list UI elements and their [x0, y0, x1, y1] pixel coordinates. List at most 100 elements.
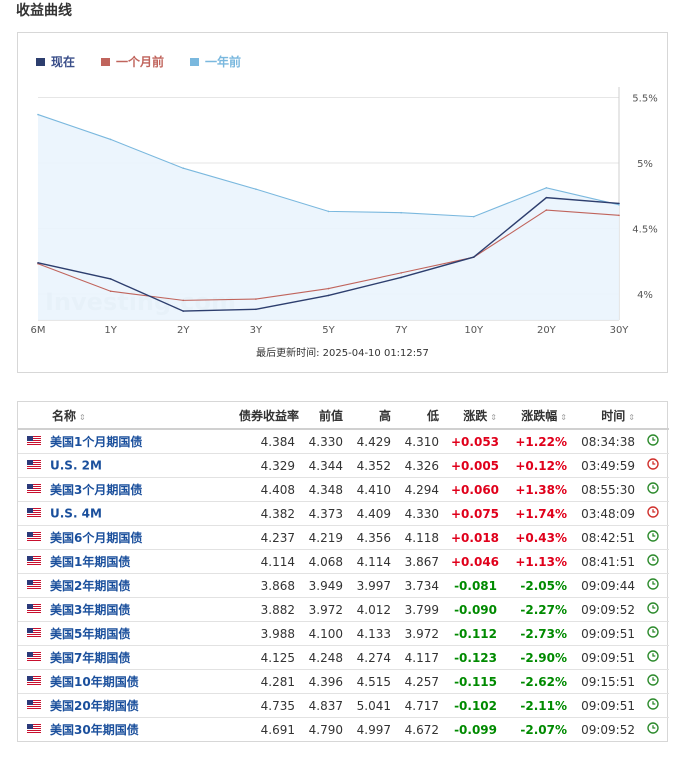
clock-green-icon — [641, 693, 669, 718]
high-value: 4.410 — [349, 477, 397, 502]
us-flag-icon — [27, 723, 41, 737]
low-value: 4.330 — [397, 501, 445, 526]
bond-name-cell: 美国1年期国债 — [18, 549, 233, 574]
column-header-label: 时间 — [601, 408, 626, 423]
column-header[interactable]: 涨跌幅 ⇕ — [503, 402, 573, 430]
table-row[interactable]: 美国3年期国债 3.882 3.972 4.012 3.799 -0.090 -2.27% 0… — [18, 597, 669, 622]
column-header[interactable]: 名称 ⇕ — [18, 402, 233, 430]
table-row[interactable]: 美国20年期国债 4.735 4.837 5.041 4.717 -0.102 -2.11%… — [18, 693, 669, 718]
yield-value: 4.382 — [233, 501, 301, 526]
data-point — [182, 299, 185, 302]
bond-name-link[interactable]: 美国5年期国债 — [50, 627, 131, 641]
bond-name-link[interactable]: U.S. 2M — [50, 458, 102, 473]
table-row[interactable]: 美国10年期国债 4.281 4.396 4.515 4.257 -0.115 -2.62%… — [18, 669, 669, 694]
change-percent: -2.27% — [503, 597, 573, 622]
column-header[interactable]: 高 — [349, 402, 397, 430]
y-tick-label: 5.5% — [632, 94, 657, 105]
change-percent: -2.05% — [503, 573, 573, 598]
table-row[interactable]: 美国1个月期国债 4.384 4.330 4.429 4.310 +0.053 +1.22%… — [18, 429, 669, 454]
column-header[interactable]: 低 — [397, 402, 445, 430]
data-point — [327, 287, 330, 290]
data-point — [255, 308, 257, 311]
us-flag-icon — [27, 651, 41, 665]
bond-name-link[interactable]: U.S. 4M — [50, 506, 102, 521]
change-value: -0.099 — [454, 722, 497, 737]
legend-item[interactable]: 一个月前 — [101, 53, 164, 70]
us-flag-icon — [27, 699, 41, 713]
bond-name-link[interactable]: 美国3年期国债 — [50, 603, 131, 617]
legend-item[interactable]: 一年前 — [190, 53, 241, 70]
us-flag-icon — [27, 555, 41, 569]
data-point — [472, 215, 475, 218]
change-value: -0.081 — [445, 573, 503, 598]
bond-name-link[interactable]: 美国2年期国债 — [50, 579, 131, 593]
column-header[interactable]: 前值 — [301, 402, 349, 430]
yield-value: 3.988 — [233, 621, 301, 646]
column-header[interactable]: 债券收益率 — [233, 402, 301, 430]
us-flag-icon — [27, 459, 41, 473]
high-value: 5.041 — [349, 693, 397, 718]
change-percent: +1.74% — [503, 501, 573, 526]
high-value: 4.274 — [349, 645, 397, 670]
column-header[interactable]: 时间 ⇕ — [573, 402, 641, 430]
data-point — [400, 211, 402, 214]
bond-name-cell: 美国3年期国债 — [18, 597, 233, 622]
sort-arrows-icon[interactable]: ⇕ — [560, 412, 567, 422]
table-row[interactable]: 美国1年期国债 4.114 4.068 4.114 3.867 +0.046 +1.13% 0… — [18, 549, 669, 574]
prev-value: 4.100 — [301, 621, 349, 646]
chart-svg: 4%4.5%5%5.5%Investing.com6M1Y2Y3Y5Y7Y10Y… — [31, 87, 658, 336]
time-value: 03:49:59 — [573, 453, 641, 478]
low-value: 4.326 — [397, 453, 445, 478]
change-percent: +0.43% — [503, 525, 573, 550]
data-point — [472, 256, 475, 258]
sort-arrows-icon[interactable]: ⇕ — [628, 412, 635, 422]
change-percent: +1.13% — [503, 549, 573, 574]
prev-value: 4.790 — [308, 722, 343, 737]
time-value: 09:09:52 — [573, 597, 641, 622]
bond-name-link[interactable]: 美国10年期国债 — [50, 675, 139, 689]
us-flag-icon — [27, 675, 41, 689]
bond-name-cell: 美国3个月期国债 — [18, 477, 233, 502]
bond-name-cell: U.S. 4M — [18, 501, 233, 526]
table-row[interactable]: 美国7年期国债 4.125 4.248 4.274 4.117 -0.123 -2.90% 0… — [18, 645, 669, 670]
time-value: 09:15:51 — [573, 669, 641, 694]
low-value: 3.799 — [397, 597, 445, 622]
time-value: 09:09:44 — [573, 573, 641, 598]
table-row[interactable]: 美国3个月期国债 4.408 4.348 4.410 4.294 +0.060 +1.38%… — [18, 477, 669, 502]
bond-name-link[interactable]: 美国20年期国债 — [50, 699, 139, 713]
table-row[interactable]: 美国5年期国债 3.988 4.100 4.133 3.972 -0.112 -2.73% 0… — [18, 621, 669, 646]
sort-arrows-icon[interactable]: ⇕ — [490, 412, 497, 422]
yield-curve-chart: 4%4.5%5%5.5%Investing.com6M1Y2Y3Y5Y7Y10Y… — [17, 32, 668, 373]
data-point — [400, 276, 402, 279]
table-row[interactable]: 美国2年期国债 3.868 3.949 3.997 3.734 -0.081 -2.05% 0… — [18, 573, 669, 598]
bond-name-cell: 美国6个月期国债 — [18, 525, 233, 550]
legend-label: 一年前 — [205, 55, 242, 69]
bond-name-link[interactable]: 美国1年期国债 — [50, 555, 131, 569]
column-header-label: 前值 — [318, 408, 343, 423]
high-value: 4.515 — [349, 669, 397, 694]
data-point — [109, 290, 112, 293]
x-tick-label: 30Y — [610, 325, 630, 336]
us-flag-icon — [27, 627, 41, 641]
prev-value: 4.330 — [301, 429, 349, 454]
clock-green-icon — [641, 669, 669, 694]
bond-name-link[interactable]: 美国30年期国债 — [50, 723, 139, 737]
table-row[interactable]: U.S. 4M 4.382 4.373 4.409 4.330 +0.075 +1.74% 0… — [18, 501, 669, 526]
sort-arrows-icon[interactable]: ⇕ — [79, 412, 86, 422]
bond-name-link[interactable]: 美国1个月期国债 — [50, 435, 143, 449]
table-row[interactable]: 美国30年期国债 4.691 4.790 4.997 4.672 -0.099 -2.07%… — [18, 718, 669, 742]
data-point — [400, 272, 402, 274]
column-header[interactable]: 涨跌 ⇕ — [445, 402, 503, 430]
bond-name-link[interactable]: 美国6个月期国债 — [50, 531, 143, 545]
table-row[interactable]: U.S. 2M 4.329 4.344 4.352 4.326 +0.005 +0.12% 0… — [18, 453, 669, 478]
clock-green-icon — [641, 573, 669, 598]
change-value: -0.102 — [445, 693, 503, 718]
legend-label: 一个月前 — [116, 55, 165, 69]
bond-name-link[interactable]: 美国3个月期国债 — [50, 483, 143, 497]
legend-item[interactable]: 现在 — [36, 53, 75, 70]
yield-value: 3.882 — [233, 597, 301, 622]
yield-value: 4.329 — [233, 453, 301, 478]
bond-name-link[interactable]: 美国7年期国债 — [50, 651, 131, 665]
table-row[interactable]: 美国6个月期国债 4.237 4.219 4.356 4.118 +0.018 +0.43%… — [18, 525, 669, 550]
data-point — [182, 167, 185, 170]
